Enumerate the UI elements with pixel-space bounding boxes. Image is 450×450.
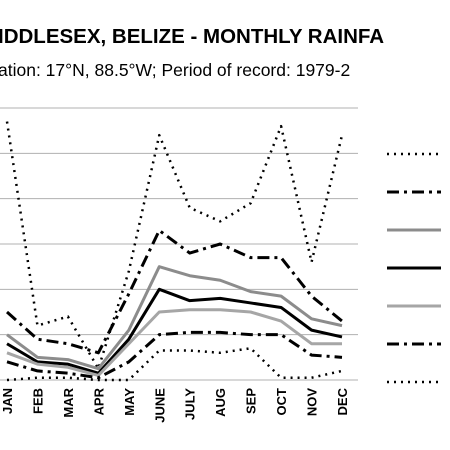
series-line-6	[6, 330, 343, 380]
series-lines	[5, 121, 344, 382]
x-tick-label: APR	[91, 387, 106, 415]
x-tick-label: MAY	[122, 388, 137, 416]
x-tick-label: JULY	[183, 388, 198, 420]
x-tick-label: JAN	[0, 388, 15, 414]
series-line-4	[6, 287, 343, 375]
series-line-5	[6, 308, 342, 377]
chart-subtitle: ation: 17°N, 88.5°W; Period of record: 1…	[0, 60, 350, 80]
series-line-2	[6, 228, 343, 355]
grid-lines	[0, 107, 358, 381]
legend	[387, 152, 441, 384]
x-tick-label: NOV	[305, 388, 320, 417]
x-tick-label: OCT	[274, 388, 289, 416]
x-tick-label: SEP	[244, 388, 259, 414]
x-tick-label: MAR	[61, 387, 76, 417]
x-tick-label: DEC	[335, 387, 350, 415]
x-tick-label: JUNE	[152, 388, 167, 423]
series-line-1	[5, 121, 344, 370]
x-axis-tick-labels: JAN FEB MAR APR MAY JUNE JULY AUG SEP OCT NOV DEC	[0, 387, 350, 422]
x-tick-label: FEB	[30, 388, 45, 414]
x-tick-label: AUG	[213, 388, 228, 417]
series-line-3	[6, 265, 343, 371]
chart-title: IDDLESEX, BELIZE - MONTHLY RAINFA	[0, 25, 384, 48]
